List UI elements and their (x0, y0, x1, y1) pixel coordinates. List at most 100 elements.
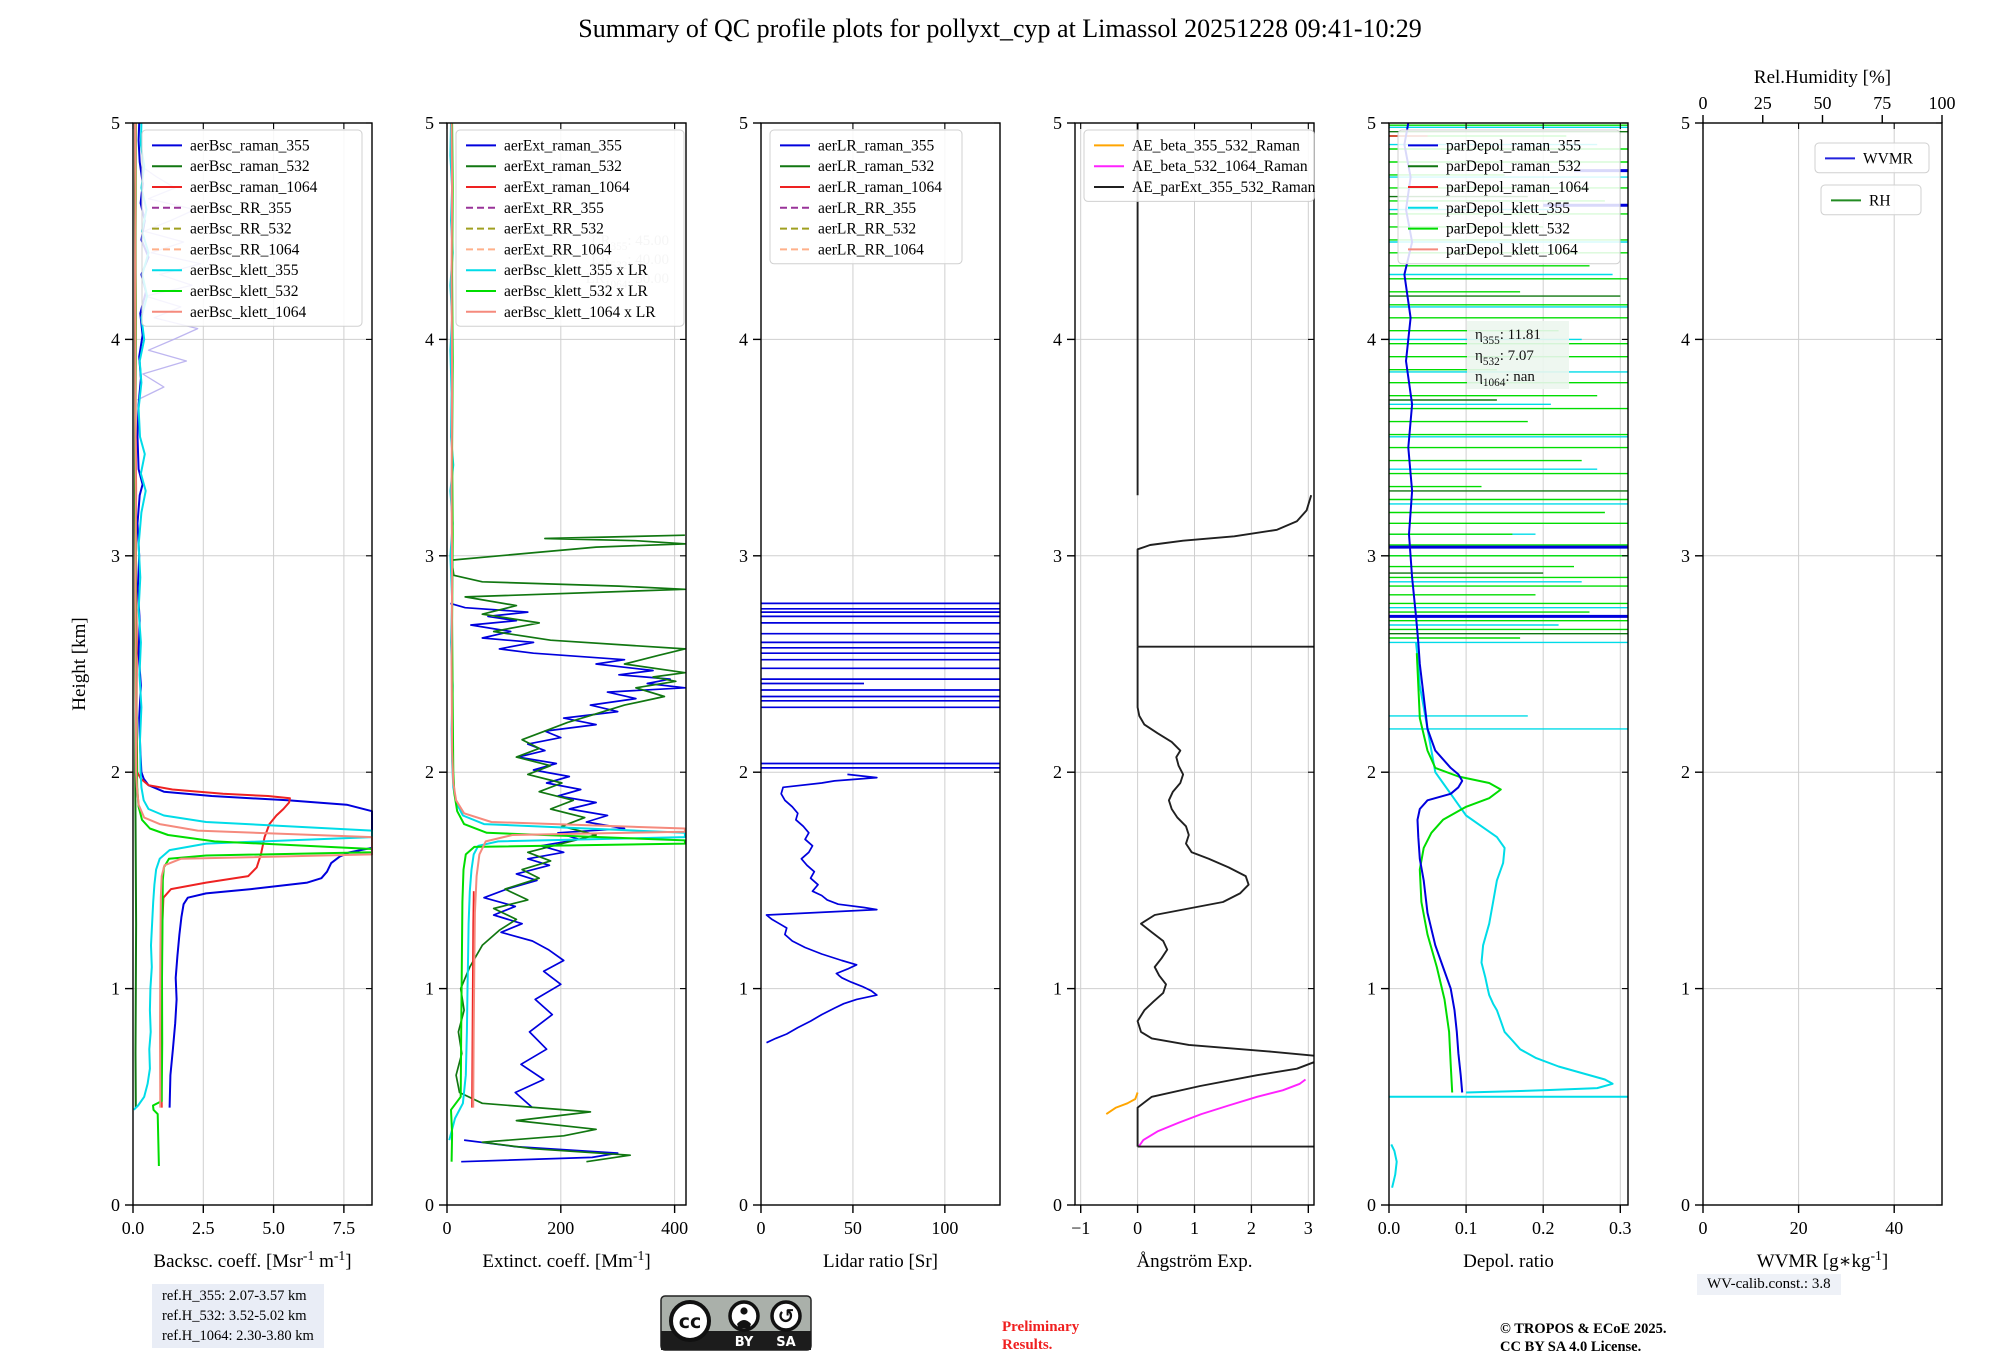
x-tick-label: 3 (1304, 1218, 1313, 1238)
y-tick-label: 0 (1681, 1195, 1690, 1215)
legend-box (1083, 129, 1315, 202)
y-tick-label: 5 (1681, 113, 1690, 133)
axes-frame (132, 122, 373, 1206)
legend-label: parDepol_klett_355 (1446, 200, 1570, 217)
annotation-line: η1064​: nan (1475, 369, 1535, 389)
legend-label: aerBsc_klett_1064 (190, 304, 306, 321)
panel-depol-ratio: 0.0 0.1 0.2 0.3 0 1 2 3 4 5 Depol. ratio parDepol_r… (1367, 113, 1632, 1272)
page-title: Summary of QC profile plots for pollyxt_… (578, 14, 1422, 43)
x-axis-label: Lidar ratio [Sr] (823, 1251, 938, 1272)
x-tick-label: 20 (1790, 1218, 1808, 1238)
y-tick-label: 1 (425, 979, 434, 999)
series-AE_beta_532_1064_Raman (1137, 1078, 1307, 1148)
legend-label: aerBsc_klett_355 (190, 262, 299, 279)
panel-lidar-ratio: 0 50 100 0 1 2 3 4 5 Lidar ratio [Sr] aerLR_raman_… (739, 113, 1001, 1272)
y-tick-label: 0 (111, 1195, 120, 1215)
series-aerExt_raman_1064 (471, 891, 475, 1108)
y-tick-label: 5 (1367, 113, 1376, 133)
x-tick-label: 0 (757, 1218, 766, 1238)
legend: parDepol_raman_355 parDepol_raman_532 parD… (1397, 129, 1621, 265)
x-tick-label: 0.0 (122, 1218, 145, 1238)
top-axis-label: Rel.Humidity [%] (1754, 67, 1891, 88)
y-tick-label: 4 (739, 329, 748, 349)
copyright-note: © TROPOS & ECoE 2025. CC BY SA 4.0 Licen… (1500, 1320, 1666, 1356)
badge-sa-label: SA (776, 1335, 795, 1350)
x-tick-label: 7.5 (333, 1218, 356, 1238)
x-axis-label: WVMR [g∗kg-1​] (1757, 1248, 1888, 1272)
legend-label: AE_beta_355_532_Raman (1132, 137, 1300, 154)
legend-label: parDepol_raman_1064 (1446, 179, 1589, 196)
panel-angstroem: −1 0 1 2 3 0 1 2 3 4 5 Ångström Exp. AE_beta_355_532… (1053, 113, 1316, 1272)
legend-label: aerBsc_klett_355 x LR (504, 262, 648, 279)
y-tick-label: 3 (425, 546, 434, 566)
legend-box (455, 129, 685, 327)
y-tick-label: 0 (1367, 1195, 1376, 1215)
x-tick-label: 0.3 (1609, 1218, 1632, 1238)
legend-box (1397, 129, 1621, 265)
badge-by-label: BY (735, 1335, 754, 1350)
series-AE_parExt_355_532_Raman (1136, 494, 1313, 647)
legend-label: aerBsc_RR_532 (190, 221, 292, 238)
refh-532: ref.H_532: 3.52-5.02 km (162, 1308, 307, 1324)
series-AE_parExt_355_532_Raman (1136, 646, 1315, 1057)
legend-label: parDepol_raman_355 (1446, 137, 1581, 154)
y-tick-label: 0 (425, 1195, 434, 1215)
legend-label: aerBsc_klett_532 (190, 283, 298, 300)
legend-label: aerExt_RR_355 (504, 200, 604, 217)
y-tick-label: 1 (111, 979, 120, 999)
legend-label: parDepol_klett_1064 (1446, 241, 1578, 258)
top-axis-tick-label: 50 (1814, 93, 1832, 113)
y-tick-label: 1 (1681, 979, 1690, 999)
y-tick-label: 3 (111, 546, 120, 566)
series-aerBsc_klett_1064_x_LR (450, 122, 686, 1108)
y-tick-label: 1 (739, 979, 748, 999)
x-tick-label: 200 (547, 1218, 574, 1238)
legend-label: WVMR (1863, 150, 1914, 167)
legend-label: AE_beta_532_1064_Raman (1132, 158, 1308, 175)
y-tick-label: 0 (1053, 1195, 1062, 1215)
x-tick-label: 0 (443, 1218, 452, 1238)
annotation-line: η532​: 7.07 (1475, 348, 1534, 368)
share-alike-arrow-icon: ↺ (778, 1304, 795, 1328)
cc-circle-icon (669, 1300, 711, 1342)
x-tick-label: 100 (931, 1218, 958, 1238)
legend-label: aerExt_raman_532 (504, 158, 622, 175)
copyright-line1: © TROPOS & ECoE 2025. (1500, 1321, 1667, 1337)
panel-extinction: LR355​: 45.00LR532​: 40.00LR1064​: 50.00… (425, 113, 688, 1272)
legend-label: aerBsc_raman_355 (190, 137, 310, 154)
legend-label: aerLR_raman_1064 (818, 179, 942, 196)
y-tick-label: 3 (1367, 546, 1376, 566)
series-AE_beta_355_532_Raman (1105, 1092, 1139, 1115)
y-tick-label: 4 (1053, 329, 1062, 349)
x-tick-label: 0 (1133, 1218, 1142, 1238)
legend-label: aerExt_RR_1064 (504, 241, 612, 258)
y-axis-label: Height [km] (69, 617, 90, 710)
series-parDepol_klett_532 (1415, 653, 1502, 1093)
legend: RH (1820, 184, 1922, 216)
y-tick-label: 4 (1367, 329, 1376, 349)
legend: AE_beta_355_532_Raman AE_beta_532_1064_Ra… (1083, 129, 1316, 202)
person-head (740, 1307, 748, 1315)
legend-label: aerExt_RR_532 (504, 221, 604, 238)
x-tick-label: 0.2 (1532, 1218, 1555, 1238)
legend-label: aerLR_raman_355 (818, 137, 934, 154)
legend-label: aerBsc_RR_355 (190, 200, 292, 217)
cc-by-sa-badge: cc ↺ BY SA (660, 1295, 812, 1351)
y-tick-label: 1 (1367, 979, 1376, 999)
panel-backscatter: 0.0 2.5 5.0 7.5 0 1 2 3 4 5 Backsc. coeff. [Msr-1​… (111, 113, 373, 1272)
axes-frame (1388, 122, 1629, 1206)
x-tick-label: 2 (1247, 1218, 1256, 1238)
legend-label: aerExt_raman_355 (504, 137, 622, 154)
y-tick-label: 5 (425, 113, 434, 133)
top-axis-tick-label: 75 (1873, 93, 1891, 113)
legend-label: aerBsc_klett_1064 x LR (504, 304, 656, 321)
legend-label: aerBsc_raman_1064 (190, 179, 318, 196)
preliminary-results-note: Preliminary Results. (1002, 1318, 1079, 1354)
y-tick-label: 3 (1681, 546, 1690, 566)
series-aerExt_raman_355 (450, 602, 686, 1109)
y-tick-label: 2 (1053, 762, 1062, 782)
y-tick-label: 5 (111, 113, 120, 133)
legend: WVMR (1814, 142, 1930, 174)
legend-box (1820, 184, 1922, 216)
y-tick-label: 3 (1053, 546, 1062, 566)
